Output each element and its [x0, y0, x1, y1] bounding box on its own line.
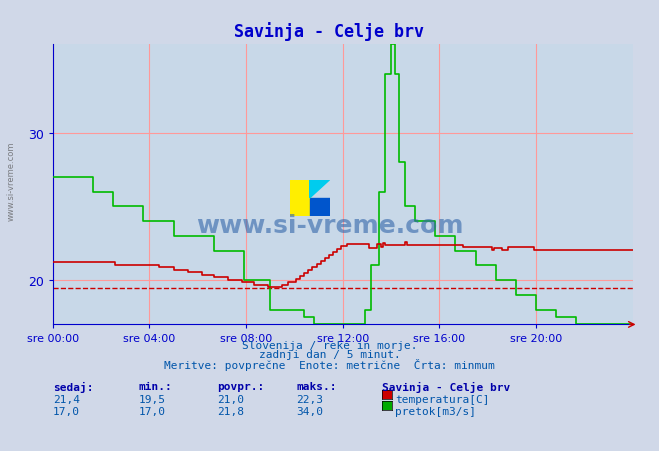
Text: 19,5: 19,5: [138, 395, 165, 405]
Bar: [310, 198, 330, 216]
Text: www.si-vreme.com: www.si-vreme.com: [7, 141, 16, 220]
Text: maks.:: maks.:: [297, 381, 337, 391]
Text: 17,0: 17,0: [53, 406, 80, 416]
Text: sedaj:: sedaj:: [53, 381, 93, 392]
Text: 21,0: 21,0: [217, 395, 244, 405]
Polygon shape: [310, 180, 330, 198]
Text: Savinja - Celje brv: Savinja - Celje brv: [235, 22, 424, 41]
Text: 17,0: 17,0: [138, 406, 165, 416]
Text: min.:: min.:: [138, 381, 172, 391]
Text: 21,4: 21,4: [53, 395, 80, 405]
Text: povpr.:: povpr.:: [217, 381, 265, 391]
Text: www.si-vreme.com: www.si-vreme.com: [196, 213, 463, 238]
Text: zadnji dan / 5 minut.: zadnji dan / 5 minut.: [258, 350, 401, 359]
Bar: [290, 180, 310, 216]
Text: 34,0: 34,0: [297, 406, 324, 416]
Text: Meritve: povprečne  Enote: metrične  Črta: minmum: Meritve: povprečne Enote: metrične Črta:…: [164, 359, 495, 371]
Text: 22,3: 22,3: [297, 395, 324, 405]
Text: 21,8: 21,8: [217, 406, 244, 416]
Text: temperatura[C]: temperatura[C]: [395, 395, 490, 405]
Text: Savinja - Celje brv: Savinja - Celje brv: [382, 381, 511, 392]
Text: Slovenija / reke in morje.: Slovenija / reke in morje.: [242, 341, 417, 350]
Text: pretok[m3/s]: pretok[m3/s]: [395, 406, 476, 416]
